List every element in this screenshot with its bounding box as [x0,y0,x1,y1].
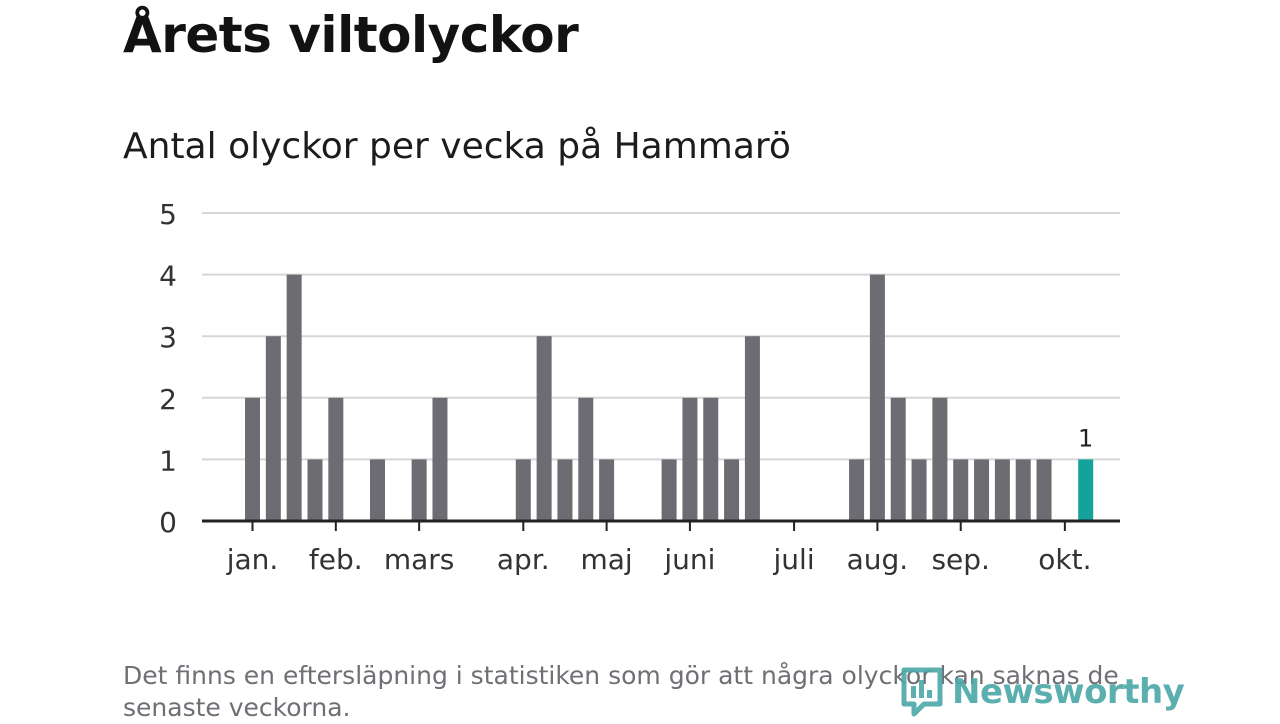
bar-week-37 [994,459,1010,521]
bar-week-25 [744,336,760,521]
bar-week-23 [703,397,719,521]
bar-week-32 [890,397,906,521]
bar-week-24 [724,459,740,521]
bar-week-30 [849,459,865,521]
chart-subtitle: Antal olyckor per vecka på Hammarö [123,126,791,167]
chart-title: Årets viltolyckor [123,6,579,64]
y-tick-label-5: 5 [159,198,177,231]
bar-week-7 [369,459,385,521]
bar-week-38 [1015,459,1031,521]
x-axis: jan. feb. mars apr. maj juni juli aug. sep. okt. [202,519,1120,576]
x-tick-label-juni: juni [663,543,715,576]
x-tick-label-apr.: apr. [497,543,550,576]
newsworthy-logo: Newsworthy [900,664,1185,720]
newsworthy-logo-icon [901,667,943,717]
bar-week-18 [599,459,615,521]
y-tick-label-2: 2 [159,383,177,416]
bar-week-5 [328,397,344,521]
data-labels: 1 [1078,424,1093,452]
bar-week-2 [265,336,281,521]
bar-week-15 [536,336,552,521]
bar-week-17 [578,397,594,521]
bar-week-4 [307,459,323,521]
x-tick-label-sep.: sep. [931,543,990,576]
bar-week-14 [515,459,531,521]
bar-week-9 [411,459,427,521]
bar-week-21 [661,459,677,521]
bar-week-16 [557,459,573,521]
bar-week-22 [682,397,698,521]
bar-week-33 [911,459,927,521]
y-axis-ticks: 0 1 2 3 4 5 [159,198,177,539]
y-tick-label-1: 1 [159,444,177,477]
x-tick-label-jan.: jan. [226,543,279,576]
y-tick-label-4: 4 [159,260,177,293]
bar-week-39 [1036,459,1052,521]
bars [245,274,1094,521]
x-tick-label-mars: mars [384,543,455,576]
x-tick-label-feb.: feb. [309,543,363,576]
bar-week-10 [432,397,448,521]
bar-week-36 [974,459,990,521]
bar-chart: 0 1 2 3 4 5 jan. feb. mars apr. maj juni juli aug. se… [159,198,1120,576]
x-tick-label-okt.: okt. [1038,543,1091,576]
bar-week-31 [869,274,885,521]
bar-week-3 [286,274,302,521]
bar-week-41 [1078,459,1094,521]
bar-week-34 [932,397,948,521]
x-tick-label-aug.: aug. [847,543,909,576]
bar-week-1 [245,397,260,521]
x-tick-label-juli: juli [773,543,815,576]
bar-week-35 [953,459,969,521]
y-tick-label-3: 3 [159,321,177,354]
x-tick-label-maj: maj [581,543,633,576]
y-tick-label-0: 0 [159,506,177,539]
data-label-last-week: 1 [1078,424,1093,452]
footnote: Det finns en eftersläpning i statistiken… [123,661,1119,722]
newsworthy-logo-text: Newsworthy [952,672,1185,712]
gridlines [202,212,1120,461]
